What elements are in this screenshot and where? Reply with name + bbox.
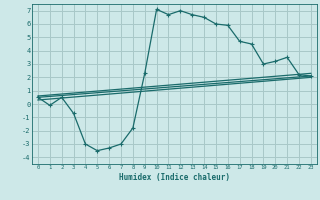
X-axis label: Humidex (Indice chaleur): Humidex (Indice chaleur) bbox=[119, 173, 230, 182]
